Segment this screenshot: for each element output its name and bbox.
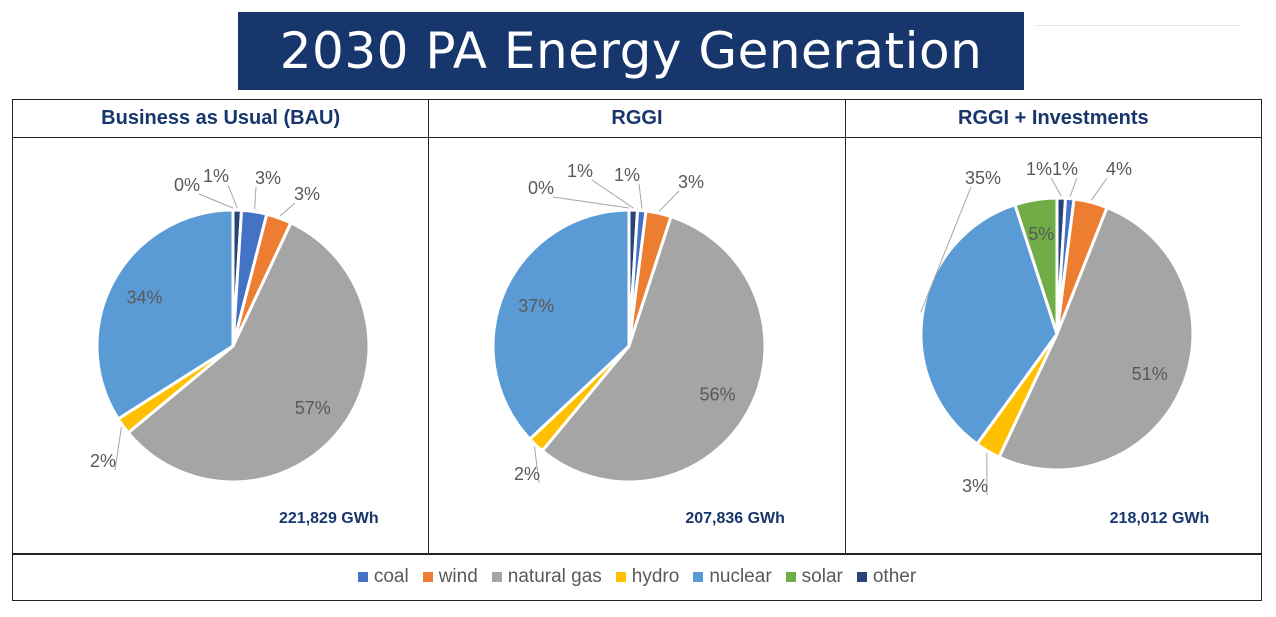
leader-line-coal <box>638 183 643 209</box>
panel-title-rggi: RGGI <box>429 100 845 138</box>
leader-line-solar <box>198 193 234 209</box>
pie-slice-natural-gas <box>126 221 371 484</box>
legend: coal wind natural gas hydro nuclear sola… <box>12 553 1262 601</box>
panel-rggi: RGGI 1% 1% 3% 56% 2% 37% 0% 207,836 GWh <box>429 100 846 554</box>
panel-title-rggi-investments: RGGI + Investments <box>845 100 1261 138</box>
data-label-nuclear: 35% <box>965 168 1001 188</box>
data-label-hydro: 2% <box>514 464 540 484</box>
legend-item-solar: solar <box>785 566 843 588</box>
legend-label-other: other <box>872 566 917 587</box>
pie-slice-nuclear <box>491 208 631 441</box>
legend-item-hydro: hydro <box>615 566 680 588</box>
total-label-rggi-investments: 218,012 GWh <box>1109 510 1210 527</box>
data-label-coal: 1% <box>614 165 640 185</box>
data-label-natural-gas: 56% <box>700 385 736 405</box>
legend-item-nuclear: nuclear <box>693 566 772 588</box>
pie-slice-solar <box>1013 196 1059 336</box>
legend-item-coal: coal <box>357 566 409 588</box>
chart-panels: Business as Usual (BAU) 1% 3% 3% 57% 2% 34% 0%… <box>12 99 1262 555</box>
pie-slice-natural-gas <box>997 206 1195 472</box>
legend-item-wind: wind <box>422 566 478 588</box>
pie-slice-natural-gas <box>541 215 767 484</box>
data-label-nuclear: 34% <box>126 287 162 307</box>
data-label-solar: 0% <box>174 175 200 195</box>
data-label-wind: 3% <box>294 184 320 204</box>
page-title: 2030 PA Energy Generation <box>238 12 1024 90</box>
legend-swatch-natural-gas <box>491 572 502 582</box>
legend-item-natural-gas: natural gas <box>491 566 602 588</box>
legend-swatch-hydro <box>615 572 626 582</box>
legend-label-nuclear: nuclear <box>709 566 772 587</box>
legend-label-hydro: hydro <box>631 566 680 587</box>
leader-line-coal <box>1069 177 1078 197</box>
leader-line-solar <box>553 196 630 209</box>
legend-label-natural-gas: natural gas <box>507 566 602 587</box>
legend-swatch-solar <box>785 572 796 582</box>
data-label-coal: 1% <box>1052 159 1078 179</box>
leader-line-other <box>227 184 238 209</box>
leader-line-coal <box>254 186 257 210</box>
data-label-other: 1% <box>1026 159 1052 179</box>
data-label-nuclear: 37% <box>519 296 555 316</box>
pie-slice-nuclear <box>919 203 1059 446</box>
legend-swatch-nuclear <box>693 572 704 582</box>
top-divider <box>1036 25 1240 26</box>
leader-line-hydro <box>114 427 122 471</box>
leader-line-wind <box>659 190 680 212</box>
pie-chart-rggi: 1% 1% 3% 56% 2% 37% 0% <box>491 161 767 484</box>
leader-line-other <box>592 179 634 209</box>
total-label-rggi: 207,836 GWh <box>685 510 785 527</box>
legend-swatch-other <box>856 572 867 582</box>
leader-line-wind <box>1090 177 1108 201</box>
data-label-wind: 3% <box>678 172 704 192</box>
panel-title-bau: Business as Usual (BAU) <box>13 100 429 138</box>
data-label-solar: 5% <box>1028 224 1054 244</box>
leader-line-hydro <box>534 446 540 484</box>
pie-chart-rggi-investments: 1% 1% 4% 51% 3% 35% 5% <box>919 159 1195 496</box>
data-label-natural-gas: 51% <box>1131 364 1167 384</box>
data-label-natural-gas: 57% <box>295 398 331 418</box>
pie-slice-nuclear <box>95 208 235 421</box>
total-label-bau: 221,829 GWh <box>279 510 379 527</box>
data-label-other: 1% <box>203 166 229 186</box>
leader-line-wind <box>279 202 296 217</box>
data-label-hydro: 2% <box>90 451 116 471</box>
legend-item-other: other <box>856 566 917 588</box>
data-label-coal: 3% <box>255 168 281 188</box>
legend-swatch-wind <box>422 572 433 582</box>
leader-line-other <box>1050 177 1062 197</box>
data-label-solar: 0% <box>528 178 554 198</box>
data-label-wind: 4% <box>1106 159 1132 179</box>
data-label-other: 1% <box>567 161 593 181</box>
legend-label-wind: wind <box>438 566 478 587</box>
legend-label-solar: solar <box>801 566 843 587</box>
legend-swatch-coal <box>357 572 368 582</box>
panel-rggi-investments: RGGI + Investments 1% 1% 4% 51% 3% 35% 5% 218,… <box>845 100 1261 554</box>
pie-chart-bau: 1% 3% 3% 57% 2% 34% 0% <box>90 166 371 484</box>
leader-line-nuclear <box>919 186 972 313</box>
legend-label-coal: coal <box>373 566 409 587</box>
data-label-hydro: 3% <box>962 476 988 496</box>
panel-bau: Business as Usual (BAU) 1% 3% 3% 57% 2% 34% 0%… <box>13 100 430 554</box>
